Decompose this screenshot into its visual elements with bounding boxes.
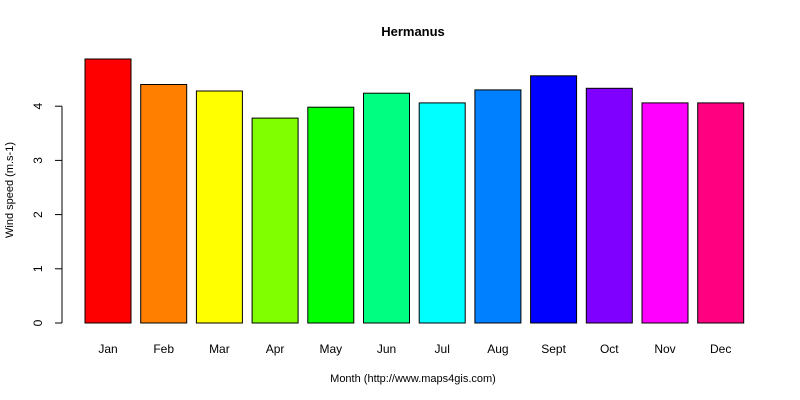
y-tick-label-0: 0 <box>31 319 45 326</box>
bar-jul <box>418 102 466 324</box>
x-tick-label-mar: Mar <box>209 342 230 356</box>
bar-nov <box>641 102 689 324</box>
y-tick-label-2: 2 <box>31 211 45 218</box>
x-tick-label-may: May <box>319 342 342 356</box>
y-tick-label-4: 4 <box>31 103 45 110</box>
bar-apr <box>251 117 299 324</box>
y-axis: 0 1 2 3 4 <box>31 103 63 326</box>
bar-jan <box>84 58 132 324</box>
bar-sept <box>530 75 578 324</box>
x-tick-labels: Jan Feb Mar Apr May Jun Jul Aug Sept Oct Nov Dec <box>98 342 731 356</box>
x-tick-label-feb: Feb <box>153 342 174 356</box>
x-tick-label-dec: Dec <box>710 342 731 356</box>
x-tick-label-nov: Nov <box>654 342 675 356</box>
x-tick-label-jan: Jan <box>98 342 117 356</box>
bar-aug <box>474 89 522 324</box>
y-tick-label-3: 3 <box>31 157 45 164</box>
x-tick-label-jun: Jun <box>377 342 396 356</box>
x-tick-label-aug: Aug <box>487 342 508 356</box>
x-axis-title: Month (http://www.maps4gis.com) <box>330 373 496 385</box>
bar-oct <box>585 87 633 324</box>
bar-may <box>307 106 355 324</box>
x-tick-label-sept: Sept <box>541 342 566 356</box>
bar-feb <box>140 84 188 324</box>
x-tick-label-apr: Apr <box>266 342 285 356</box>
bar-jun <box>363 92 410 324</box>
bar-mar <box>195 90 243 324</box>
bar-dec <box>697 102 745 324</box>
x-tick-label-jul: Jul <box>435 342 450 356</box>
bars-group <box>84 58 745 324</box>
y-tick-label-1: 1 <box>31 265 45 272</box>
chart-title: Hermanus <box>381 24 445 39</box>
y-axis-title: Wind speed (m.s-1) <box>4 142 16 238</box>
x-tick-label-oct: Oct <box>600 342 619 356</box>
